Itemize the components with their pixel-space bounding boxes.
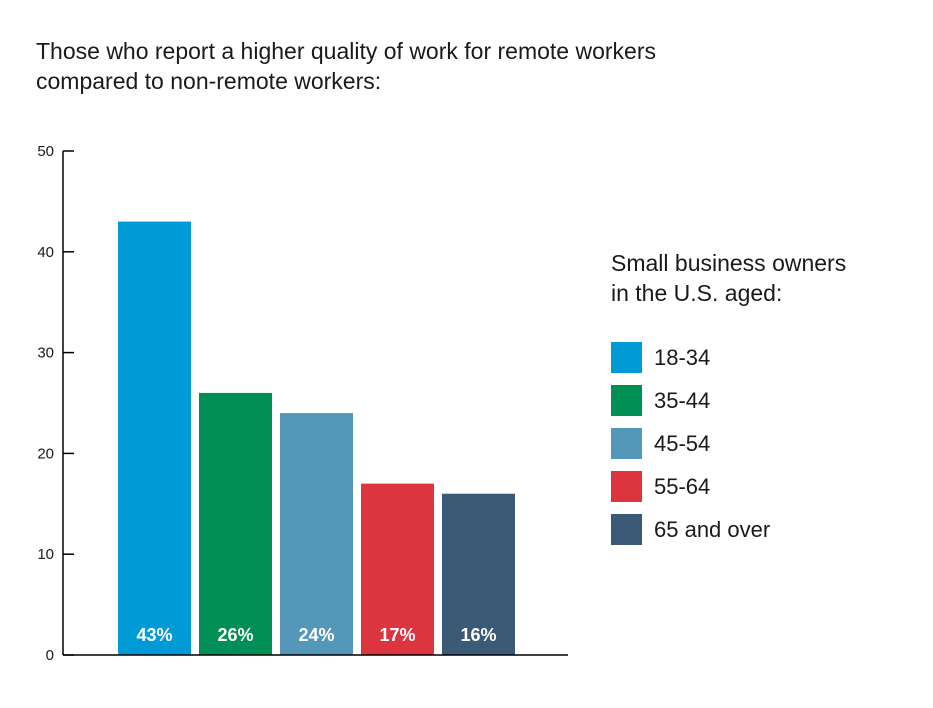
legend-item-45-54: 45-54	[611, 422, 846, 465]
data-label: 16%	[460, 625, 496, 645]
bar-18-34	[118, 221, 191, 655]
chart-title-line-1: Those who report a higher quality of wor…	[36, 38, 656, 64]
bar-45-54	[280, 413, 353, 655]
legend-label: 65 and over	[654, 516, 771, 542]
y-tick-label: 30	[37, 345, 54, 362]
legend-title-line-2: in the U.S. aged:	[611, 280, 783, 306]
data-label: 43%	[136, 625, 172, 645]
bar-65-and-over	[442, 493, 515, 655]
legend-item-55-64: 55-64	[611, 465, 846, 508]
legend-item-18-34: 18-34	[611, 336, 846, 379]
data-label: 26%	[217, 625, 253, 645]
data-label: 17%	[379, 625, 415, 645]
chart-title: Those who report a higher quality of wor…	[36, 36, 896, 96]
data-label: 24%	[298, 625, 334, 645]
legend-label: 35-44	[654, 387, 711, 413]
bar-35-44	[199, 392, 272, 655]
chart-title-line-2: compared to non-remote workers:	[36, 68, 382, 94]
legend-label: 18-34	[654, 344, 711, 370]
legend-swatch	[611, 428, 642, 459]
legend-swatch	[611, 471, 642, 502]
y-tick-label: 10	[37, 546, 54, 563]
legend-label: 45-54	[654, 430, 711, 456]
legend-swatch	[611, 514, 642, 545]
y-tick-label: 50	[37, 143, 54, 160]
y-tick-label: 40	[37, 244, 54, 261]
legend-title-line-1: Small business owners	[611, 250, 847, 276]
legend-label: 55-64	[654, 473, 711, 499]
legend-item-35-44: 35-44	[611, 379, 846, 422]
legend-title: Small business owners in the U.S. aged:	[611, 248, 846, 308]
bar-55-64	[361, 483, 434, 655]
legend: Small business owners in the U.S. aged: …	[611, 248, 846, 551]
legend-item-65-and-over: 65 and over	[611, 508, 846, 551]
legend-swatch	[611, 385, 642, 416]
legend-swatch	[611, 342, 642, 373]
y-tick-label: 20	[37, 445, 54, 462]
y-tick-label: 0	[46, 647, 54, 664]
